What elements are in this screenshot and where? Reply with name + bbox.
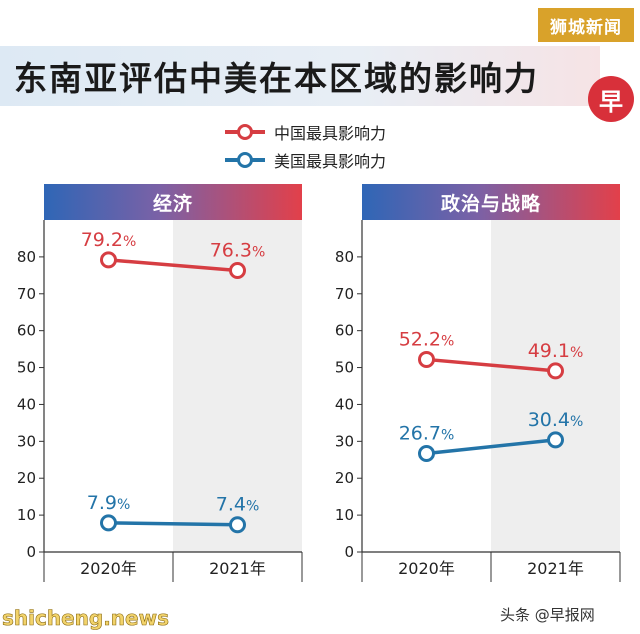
data-label-usa-politics: 26.7% (399, 423, 455, 445)
data-label-china-economy: 79.2% (81, 229, 137, 251)
data-label-china-politics: 52.2% (399, 328, 455, 350)
legend-marker-china (225, 124, 265, 140)
y-tick-label-politics: 80 (335, 248, 354, 266)
y-tick-label-economy: 20 (17, 469, 36, 487)
data-label-usa-economy: 7.4% (216, 494, 260, 516)
data-label-usa-economy: 7.9% (87, 492, 131, 514)
y-tick-label-politics: 20 (335, 469, 354, 487)
y-tick-label-economy: 10 (17, 506, 36, 524)
y-tick-label-politics: 40 (335, 395, 354, 413)
shaded-region-politics (491, 220, 620, 552)
series-line-usa-politics (426, 438, 556, 456)
x-tick-label-economy: 2021年 (209, 559, 266, 578)
y-tick-label-economy: 80 (17, 248, 36, 266)
publisher-logo: 早 (588, 76, 634, 122)
legend-item-china: 中国最具影响力 (222, 118, 386, 146)
data-point-china-economy (100, 251, 117, 269)
data-label-china-politics: 49.1% (528, 340, 584, 362)
data-point-china-politics (547, 362, 564, 380)
y-tick-label-economy: 40 (17, 395, 36, 413)
x-tick-label-politics: 2020年 (398, 559, 455, 578)
panel-header-economy: 经济 (44, 184, 302, 220)
page-title: 东南亚评估中美在本区域的影响力 (14, 59, 539, 98)
panel-header-politics: 政治与战略 (362, 184, 620, 220)
data-point-usa-politics (547, 431, 564, 449)
data-label-usa-politics: 30.4% (528, 409, 584, 431)
brand-badge: 狮城新闻 (538, 8, 634, 42)
footer-watermark: shicheng.news (2, 606, 170, 631)
y-tick-label-economy: 30 (17, 432, 36, 450)
data-label-china-economy: 76.3% (210, 240, 266, 262)
series-line-usa-economy (108, 521, 238, 527)
series-line-china-economy (108, 258, 238, 273)
data-point-usa-economy (100, 514, 117, 532)
legend-item-usa: 美国最具影响力 (222, 146, 386, 174)
y-tick-label-politics: 70 (335, 285, 354, 303)
y-tick-label-politics: 0 (344, 543, 354, 561)
y-tick-label-economy: 60 (17, 322, 36, 340)
data-point-usa-politics (418, 445, 435, 463)
x-tick-label-politics: 2021年 (527, 559, 584, 578)
y-tick-label-economy: 50 (17, 359, 36, 377)
legend-label-china: 中国最具影响力 (274, 124, 387, 143)
x-tick-label-economy: 2020年 (80, 559, 137, 578)
title-band (0, 46, 600, 106)
legend-marker-usa (225, 152, 265, 168)
data-point-china-economy (229, 262, 246, 280)
series-line-china-politics (426, 357, 556, 373)
legend: 中国最具影响力 美国最具影响力 (222, 118, 386, 174)
footer-source: 头条 @早报网 (500, 606, 595, 624)
y-tick-label-politics: 10 (335, 506, 354, 524)
y-tick-label-politics: 30 (335, 432, 354, 450)
legend-label-usa: 美国最具影响力 (274, 152, 387, 171)
data-point-usa-economy (229, 516, 246, 534)
y-tick-label-economy: 0 (26, 543, 36, 561)
y-tick-label-politics: 60 (335, 322, 354, 340)
y-tick-label-economy: 70 (17, 285, 36, 303)
y-tick-label-politics: 50 (335, 359, 354, 377)
data-point-china-politics (418, 350, 435, 368)
